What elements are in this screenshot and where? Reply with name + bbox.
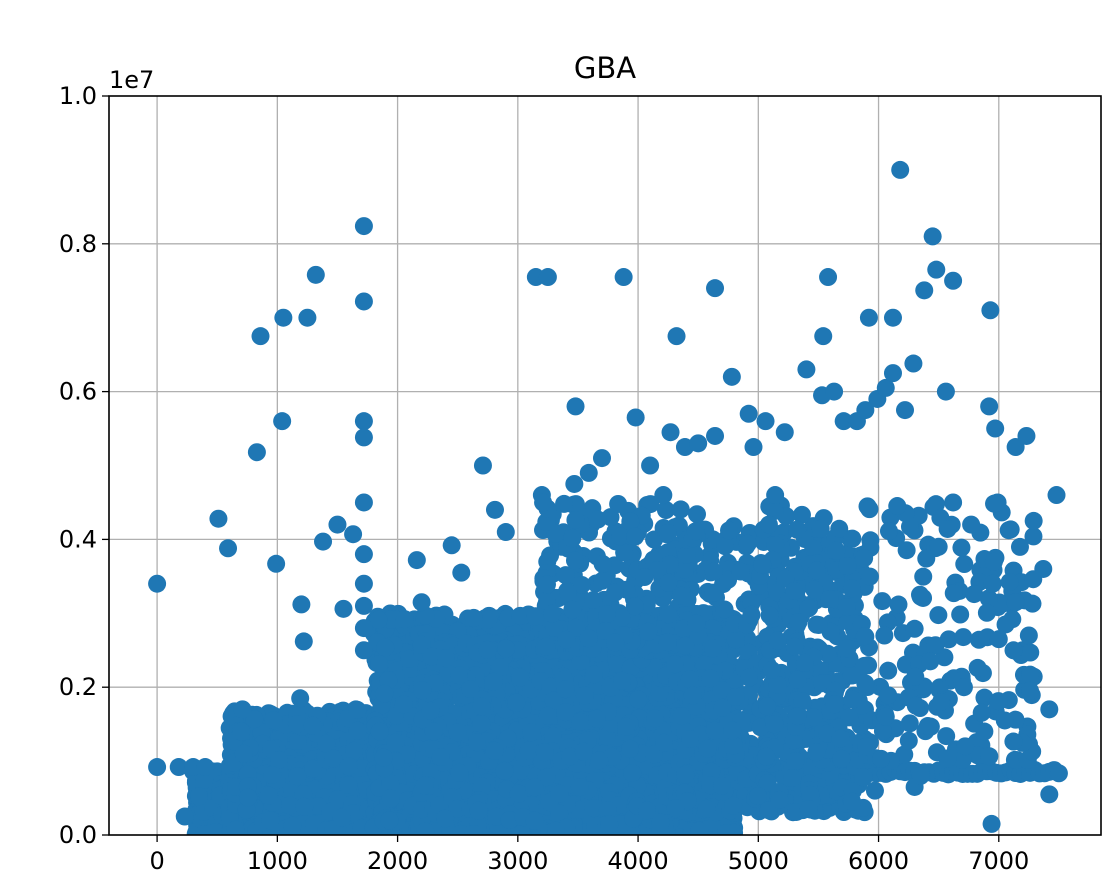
- scatter-point: [690, 821, 709, 835]
- scatter-point: [381, 789, 400, 808]
- scatter-point: [339, 757, 358, 776]
- scatter-point: [332, 808, 351, 827]
- scatter-point: [190, 787, 209, 806]
- scatter-point: [283, 816, 302, 835]
- scatter-point: [263, 765, 282, 784]
- scatter-point: [226, 820, 245, 835]
- scatter-point: [239, 788, 258, 807]
- scatter-point: [376, 638, 395, 657]
- scatter-point: [511, 606, 530, 625]
- scatter-point: [195, 770, 214, 789]
- scatter-point: [375, 684, 394, 703]
- scatter-point: [288, 767, 307, 786]
- scatter-point: [1049, 764, 1068, 783]
- scatter-point: [303, 716, 322, 735]
- scatter-point: [464, 608, 483, 627]
- scatter-point: [370, 722, 389, 741]
- scatter-point: [295, 797, 314, 816]
- scatter-point: [205, 823, 224, 835]
- scatter-point: [374, 748, 393, 767]
- scatter-point: [339, 776, 358, 795]
- scatter-point: [264, 711, 283, 730]
- scatter-points: [148, 160, 1068, 835]
- scatter-point: [345, 741, 364, 760]
- scatter-point: [324, 749, 343, 768]
- scatter-point: [348, 721, 367, 740]
- scatter-point: [380, 811, 399, 830]
- scatter-point: [348, 700, 367, 719]
- scatter-point: [259, 786, 278, 805]
- scatter-point: [717, 824, 736, 835]
- scatter-point: [287, 715, 306, 734]
- scatter-point: [370, 654, 389, 673]
- scatter-point: [261, 811, 280, 830]
- scatter-point: [394, 695, 413, 714]
